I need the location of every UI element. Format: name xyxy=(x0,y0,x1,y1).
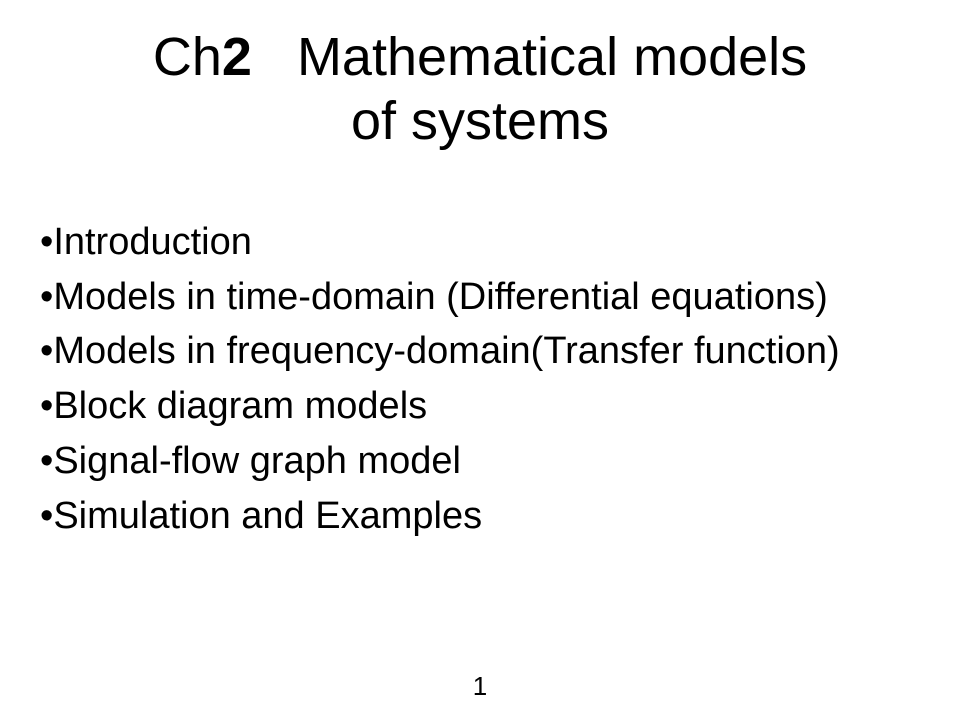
bullet-text: Signal-flow graph model xyxy=(53,440,461,482)
chapter-prefix: Ch xyxy=(153,27,222,87)
list-item: •Signal-flow graph model xyxy=(40,434,920,489)
slide: Ch2 Mathematical models of systems •Intr… xyxy=(0,0,960,720)
bullet-list: •Introduction •Models in time-domain (Di… xyxy=(40,215,920,543)
list-item: •Models in time-domain (Differential equ… xyxy=(40,270,920,325)
page-number: 1 xyxy=(0,671,960,702)
list-item: •Models in frequency-domain(Transfer fun… xyxy=(40,324,920,379)
title-line-2: of systems xyxy=(0,90,960,154)
bullet-text: Models in time-domain (Differential equa… xyxy=(53,276,827,318)
bullet-text: Block diagram models xyxy=(53,385,427,427)
list-item: •Block diagram models xyxy=(40,379,920,434)
bullet-text: Simulation and Examples xyxy=(53,495,482,537)
list-item: •Simulation and Examples xyxy=(40,489,920,544)
bullet-text: Introduction xyxy=(53,221,252,263)
chapter-number: 2 xyxy=(222,27,252,87)
title-main-line1: Mathematical models xyxy=(297,27,807,87)
title-line-1: Ch2 Mathematical models xyxy=(0,26,960,90)
bullet-text: Models in frequency-domain(Transfer func… xyxy=(53,330,839,372)
slide-title: Ch2 Mathematical models of systems xyxy=(0,26,960,153)
list-item: •Introduction xyxy=(40,215,920,270)
